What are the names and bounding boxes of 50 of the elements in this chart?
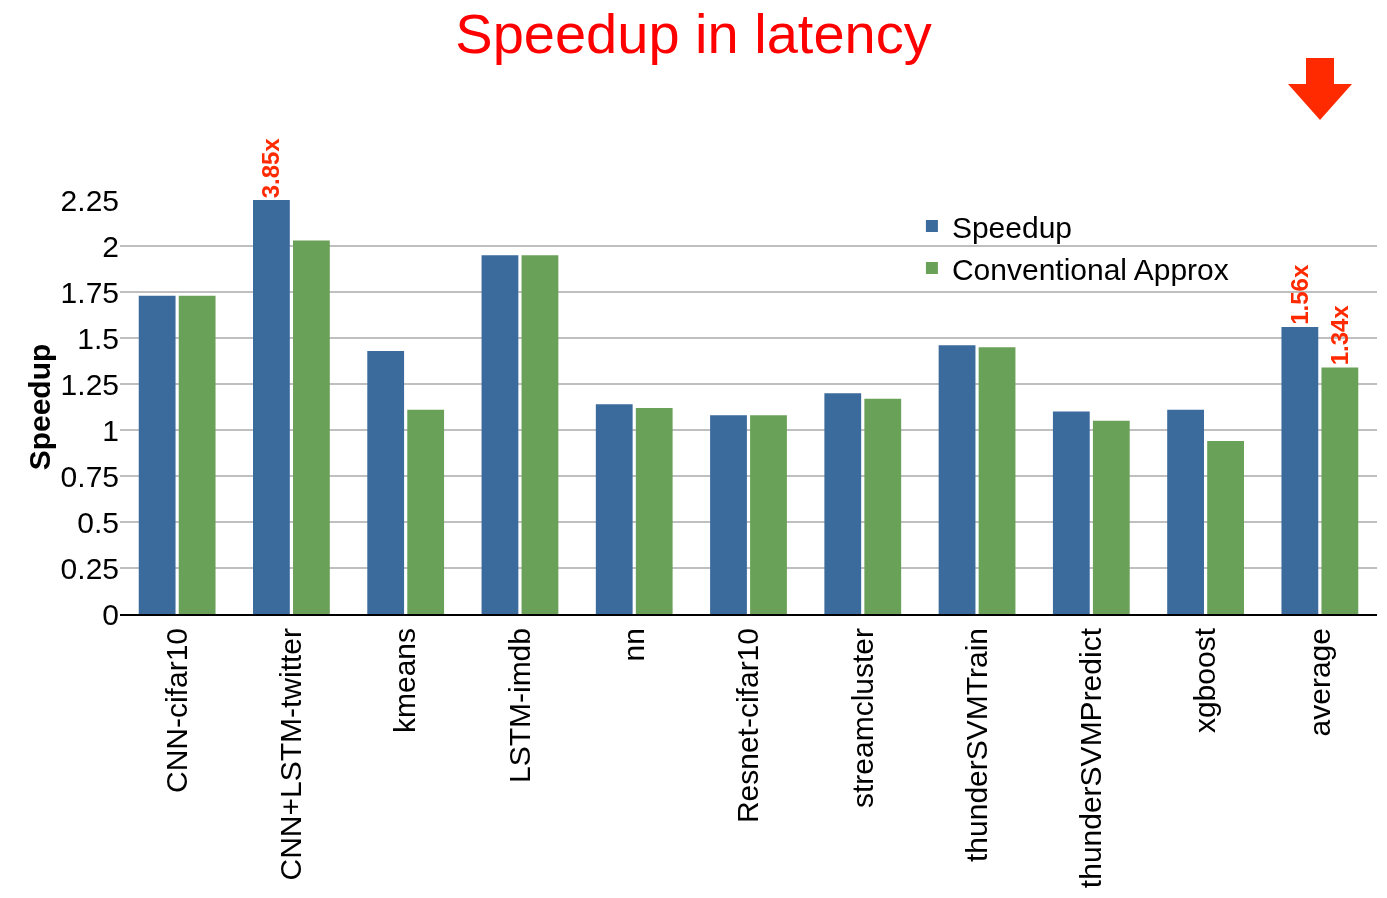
y-tick-label: 0.25 xyxy=(60,551,119,585)
x-tick-label: xgboost xyxy=(1188,627,1222,734)
bar xyxy=(407,409,445,614)
y-tick-label: 2.25 xyxy=(60,183,119,217)
y-tick-label: 0.5 xyxy=(77,505,119,539)
bar xyxy=(1092,420,1130,614)
x-tick-label: LSTM-imdb xyxy=(502,628,536,784)
bar xyxy=(138,295,176,614)
bar xyxy=(1207,441,1244,614)
bar xyxy=(978,347,1016,614)
bar xyxy=(481,255,519,614)
x-tick-label: Resnet-cifar10 xyxy=(731,628,765,824)
bar xyxy=(710,415,747,614)
x-tick-label: streamcluster xyxy=(845,627,879,809)
bar xyxy=(938,345,976,614)
bar xyxy=(521,255,559,614)
x-tick-label: thunderSVMTrain xyxy=(959,628,993,862)
bar xyxy=(367,350,405,614)
bar xyxy=(1281,326,1319,614)
bar xyxy=(253,200,290,614)
legend-label: Conventional Approx xyxy=(951,252,1229,286)
bar xyxy=(595,404,633,614)
y-tick-label: 0.75 xyxy=(60,459,119,493)
bar xyxy=(1167,409,1204,614)
bar xyxy=(824,393,862,614)
bar xyxy=(293,240,330,614)
chart-title: Speedup in latency xyxy=(455,1,932,65)
bar xyxy=(635,407,673,614)
x-tick-label: thunderSVMPredict xyxy=(1074,627,1108,889)
bar xyxy=(1052,411,1090,614)
y-tick-label: 1.75 xyxy=(60,275,119,309)
x-tick-label: kmeans xyxy=(388,628,422,734)
y-tick-label: 1 xyxy=(102,413,119,447)
y-tick-label: 0 xyxy=(102,597,119,631)
x-tick-label: CNN-cifar10 xyxy=(159,628,193,794)
data-label: 1.34x xyxy=(1326,304,1354,366)
bar xyxy=(1321,367,1359,614)
bar xyxy=(864,398,902,614)
x-tick-label: CNN+LSTM-twitter xyxy=(274,628,308,881)
bar xyxy=(178,295,216,614)
y-axis-title: Speedup xyxy=(23,343,56,471)
data-label: 1.56x xyxy=(1285,264,1313,325)
legend-label: Speedup xyxy=(951,210,1073,244)
y-tick-label: 1.25 xyxy=(60,367,119,401)
y-tick-label: 2 xyxy=(102,229,119,263)
annotation: 3.85x xyxy=(257,137,285,199)
x-tick-label: average xyxy=(1302,628,1336,737)
bar xyxy=(750,415,787,614)
x-tick-label: nn xyxy=(616,628,650,662)
y-tick-label: 1.5 xyxy=(77,321,119,355)
